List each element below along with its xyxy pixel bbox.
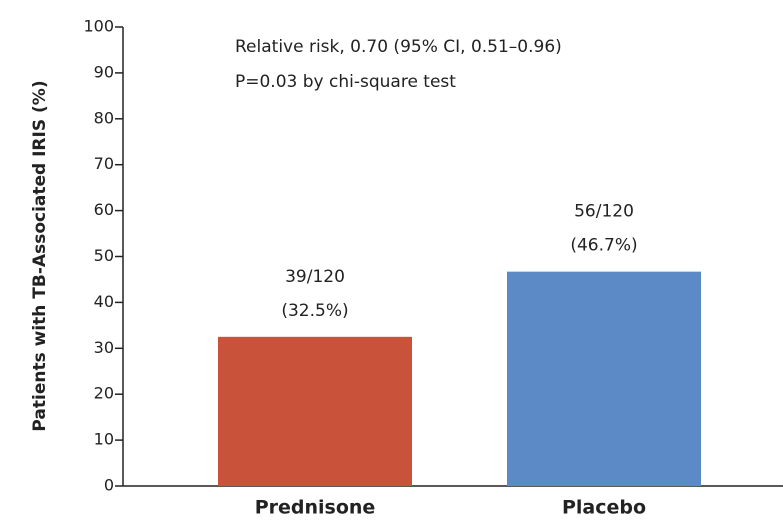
- annotation: P=0.03 by chi-square test: [235, 72, 456, 92]
- y-axis-label: Patients with TB-Associated IRIS (%): [30, 80, 50, 431]
- x-tick-label: Prednisone: [255, 497, 376, 519]
- bar: [507, 271, 701, 486]
- y-tick-label: 100: [83, 17, 114, 36]
- value-label: 56/120: [574, 202, 634, 222]
- y-tick-label: 20: [94, 384, 114, 403]
- bar: [218, 336, 412, 486]
- annotation: Relative risk, 0.70 (95% CI, 0.51–0.96): [235, 37, 562, 57]
- y-tick-label: 80: [94, 108, 114, 127]
- y-tick-label: 30: [94, 338, 114, 357]
- y-tick-label: 70: [94, 154, 114, 173]
- value-label: 39/120: [285, 267, 345, 287]
- y-tick-label: 60: [94, 200, 114, 219]
- value-label: (46.7%): [570, 236, 637, 256]
- y-tick-label: 50: [94, 246, 114, 265]
- y-tick-label: 0: [104, 476, 114, 495]
- y-tick-label: 40: [94, 292, 114, 311]
- y-tick-label: 90: [94, 62, 114, 81]
- value-label: (32.5%): [281, 301, 348, 321]
- y-tick-label: 10: [94, 430, 114, 449]
- x-tick-label: Placebo: [562, 497, 646, 519]
